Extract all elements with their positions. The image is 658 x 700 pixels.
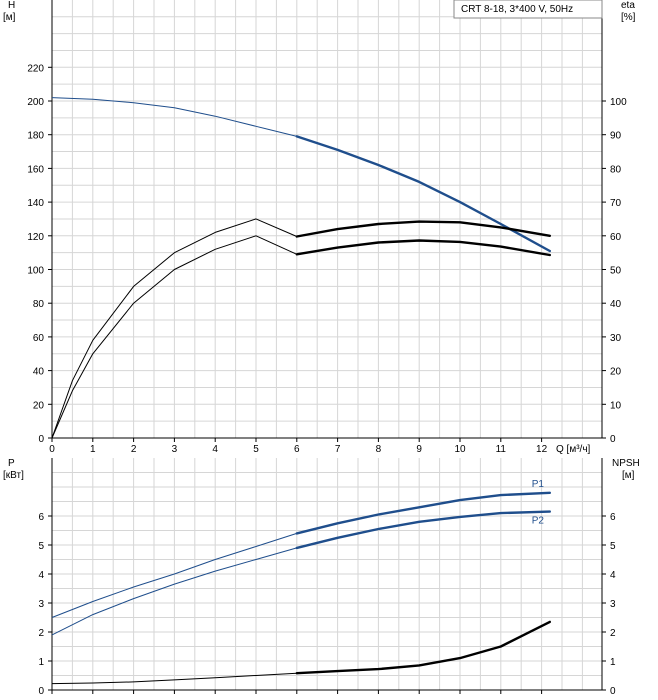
y-right-tick-label: 1 [610, 657, 616, 668]
y-right-tick-label: 2 [610, 628, 616, 639]
x-tick-label: 4 [212, 444, 218, 455]
y-right-tick-label: 0 [610, 686, 616, 697]
y-left-tick-label: 200 [27, 97, 44, 108]
y-left-tick-label: 80 [33, 299, 45, 310]
y-left-tick-label: 60 [33, 333, 45, 344]
series-curve-operating [295, 220, 551, 238]
y-left-tick-label: 5 [38, 541, 44, 552]
x-tick-label: 12 [536, 444, 548, 455]
y-left-tick-label: 6 [38, 512, 44, 523]
series-curve-operating [295, 620, 551, 675]
x-tick-label: 1 [90, 444, 96, 455]
y-right-tick-label: 0 [610, 434, 616, 445]
y-left-tick-label: 0 [38, 686, 44, 697]
y-left-axis-title: H [8, 0, 15, 11]
legend-box-frame [453, 0, 603, 19]
series-curve-operating [295, 491, 551, 535]
series-name-label: P1 [532, 479, 545, 490]
y-left-tick-label: 40 [33, 367, 45, 378]
x-tick-label: 8 [376, 444, 382, 455]
y-right-tick-label: 20 [610, 367, 622, 378]
x-tick-label: 6 [294, 444, 300, 455]
y-right-axis-unit: [%] [621, 12, 636, 23]
x-tick-label: 9 [416, 444, 422, 455]
series-name-label: P2 [532, 516, 545, 527]
legend-box-text: CRT 8-18, 3*400 V, 50Hz [461, 4, 573, 15]
labels-layer: 0204060801001201401601802002200102030405… [3, 0, 640, 697]
y-left-axis-unit: [м] [3, 12, 16, 23]
y-right-tick-label: 90 [610, 131, 622, 142]
x-tick-label: 11 [496, 444, 507, 455]
y-left-tick-label: 140 [27, 198, 44, 209]
x-tick-label: 2 [131, 444, 137, 455]
grid-layer [52, 0, 602, 690]
y-right-tick-label: 40 [610, 299, 622, 310]
y-right-tick-label: 4 [610, 570, 616, 581]
y-left-tick-label: 20 [33, 400, 45, 411]
y-right-tick-label: 5 [610, 541, 616, 552]
series-curve-operating [295, 135, 551, 253]
series-curve-operating [295, 510, 551, 550]
y-right-tick-label: 100 [610, 97, 627, 108]
y-right-tick-label: 30 [610, 333, 622, 344]
y-right-tick-label: 70 [610, 198, 622, 209]
y-right-axis-unit: [м] [622, 470, 635, 481]
x-tick-label: 10 [454, 444, 466, 455]
series-curve-operating [295, 239, 551, 257]
y-left-tick-label: 0 [38, 434, 44, 445]
y-right-axis-title: eta [621, 0, 635, 11]
y-left-tick-label: 3 [38, 599, 44, 610]
y-left-axis-title: P [8, 458, 15, 469]
y-left-tick-label: 180 [27, 131, 44, 142]
y-right-tick-label: 60 [610, 232, 622, 243]
y-right-axis-title: NPSH [612, 458, 640, 469]
y-right-tick-label: 10 [610, 400, 622, 411]
y-left-tick-label: 160 [27, 164, 44, 175]
y-left-tick-label: 120 [27, 232, 44, 243]
y-left-tick-label: 2 [38, 628, 44, 639]
axes-layer [48, 0, 606, 694]
x-tick-label: 7 [335, 444, 341, 455]
legend-box: CRT 8-18, 3*400 V, 50Hz [453, 0, 603, 19]
y-left-tick-label: 1 [38, 657, 44, 668]
y-right-tick-label: 3 [610, 599, 616, 610]
y-right-tick-label: 6 [610, 512, 616, 523]
x-tick-label: 5 [253, 444, 259, 455]
y-left-tick-label: 220 [27, 63, 44, 74]
series-layer [51, 97, 551, 685]
y-left-axis-unit: [кВт] [3, 470, 24, 481]
x-tick-label: 0 [49, 444, 55, 455]
x-tick-label: 3 [172, 444, 178, 455]
y-left-tick-label: 100 [27, 266, 44, 277]
y-left-tick-label: 4 [38, 570, 44, 581]
y-right-tick-label: 80 [610, 164, 622, 175]
x-axis-unit-label: Q [м³/ч] [556, 444, 591, 455]
y-right-tick-label: 50 [610, 266, 622, 277]
